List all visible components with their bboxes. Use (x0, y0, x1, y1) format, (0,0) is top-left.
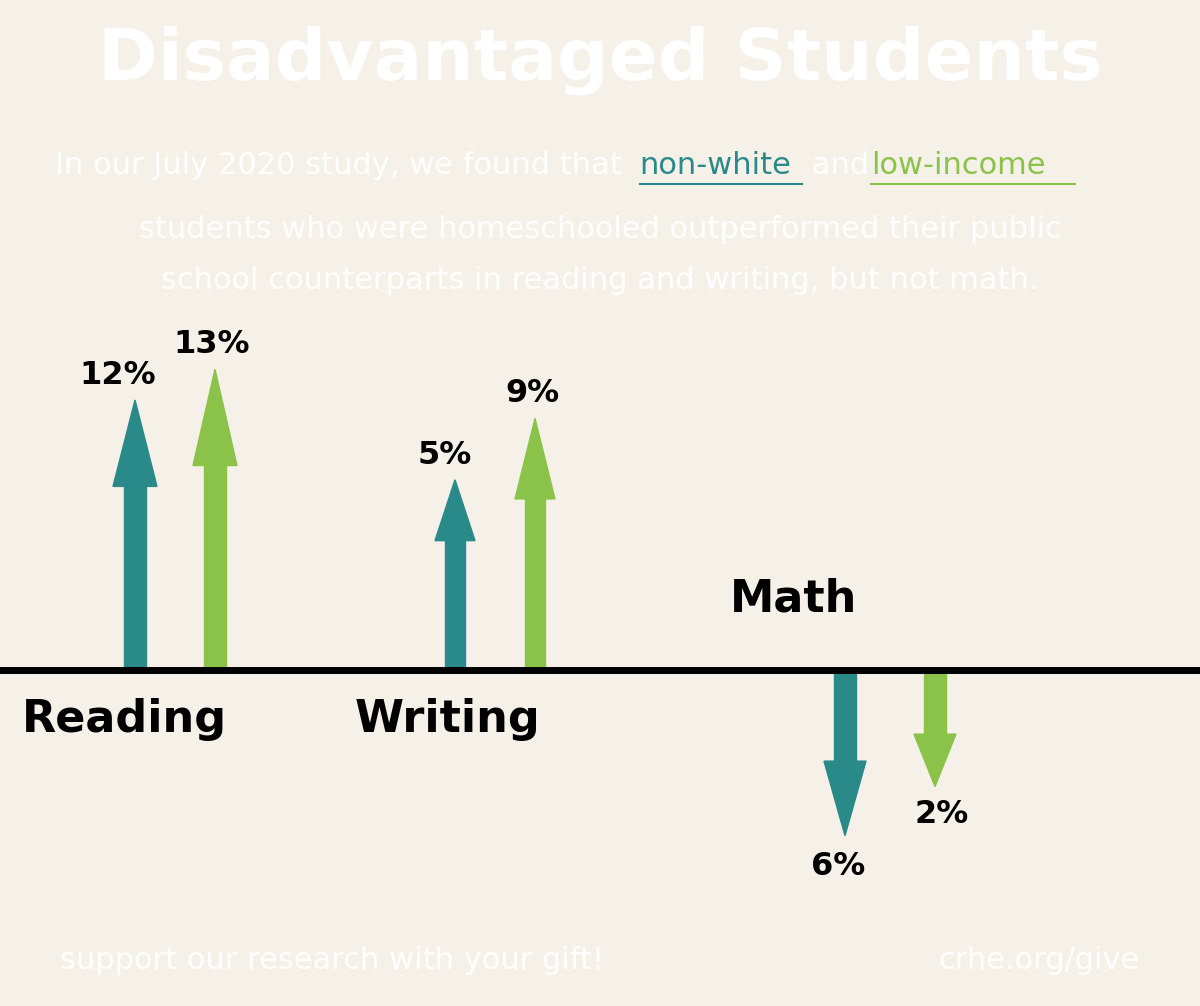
Text: non-white: non-white (640, 152, 792, 180)
Polygon shape (824, 762, 866, 836)
Polygon shape (914, 734, 956, 787)
Text: 5%: 5% (418, 440, 472, 471)
Polygon shape (924, 670, 946, 734)
Text: low-income: low-income (871, 152, 1045, 180)
Text: 6%: 6% (811, 851, 865, 882)
Text: Disadvantaged Students: Disadvantaged Students (97, 25, 1103, 96)
Polygon shape (834, 670, 856, 762)
Polygon shape (444, 540, 466, 670)
Text: Writing: Writing (355, 697, 541, 740)
Text: 13%: 13% (174, 329, 251, 360)
Polygon shape (434, 480, 475, 540)
Polygon shape (124, 486, 146, 670)
Text: support our research with your gift!: support our research with your gift! (60, 947, 605, 975)
Text: crhe.org/give: crhe.org/give (938, 947, 1140, 975)
Text: and: and (802, 152, 888, 180)
Text: In our July 2020 study, we found that: In our July 2020 study, we found that (55, 152, 632, 180)
Text: Math: Math (730, 577, 857, 621)
Polygon shape (524, 499, 545, 670)
Polygon shape (204, 466, 227, 670)
Polygon shape (193, 369, 238, 466)
Text: 9%: 9% (505, 378, 559, 409)
Text: school counterparts in reading and writing, but not math.: school counterparts in reading and writi… (161, 267, 1039, 295)
Text: 2%: 2% (914, 799, 970, 830)
Text: Reading: Reading (22, 697, 227, 740)
Polygon shape (515, 418, 554, 499)
Polygon shape (113, 400, 157, 486)
Text: 12%: 12% (79, 360, 156, 390)
Text: students who were homeschooled outperformed their public: students who were homeschooled outperfor… (138, 215, 1062, 243)
